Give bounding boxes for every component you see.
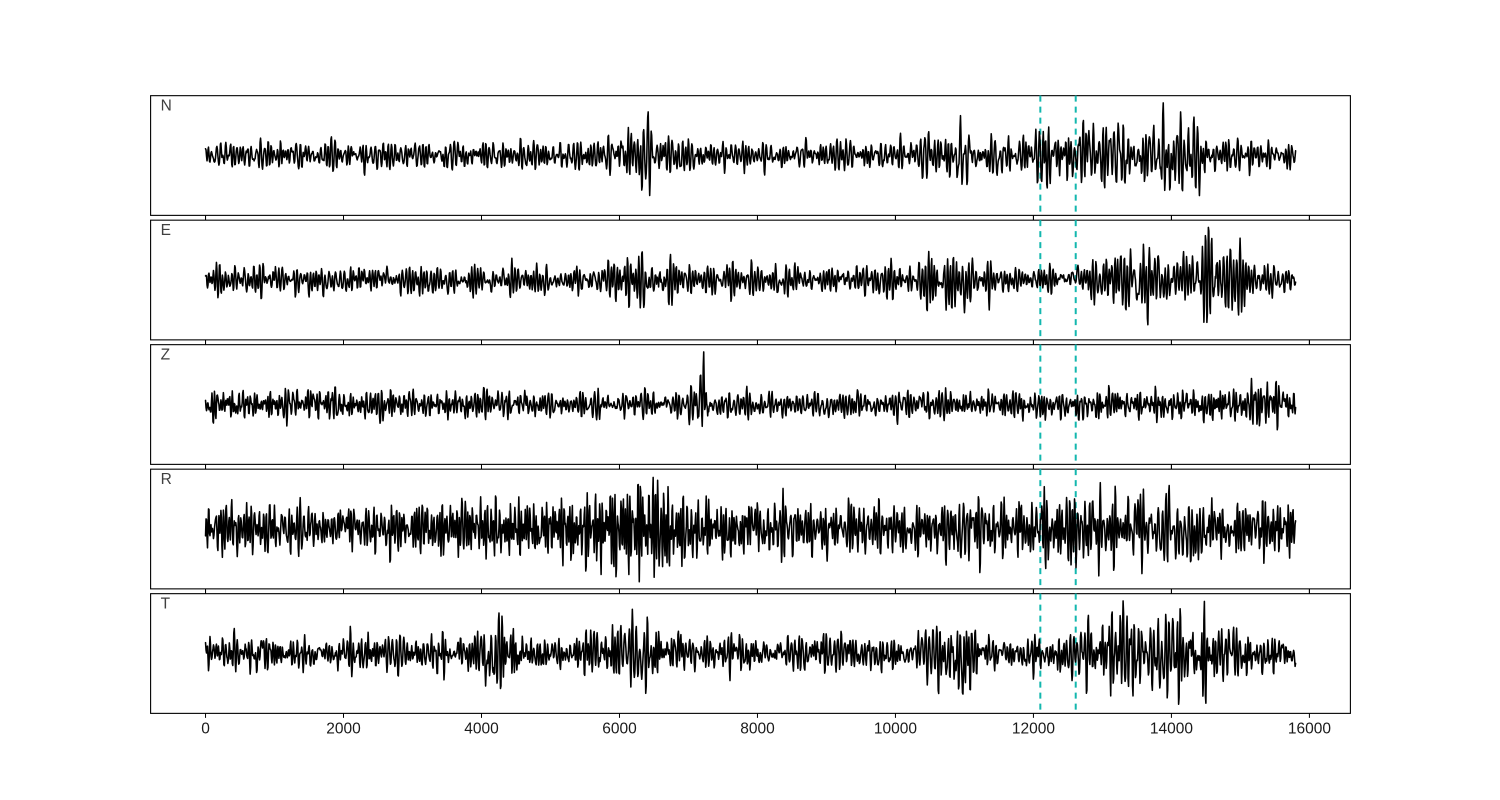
svg-text:E: E: [161, 222, 171, 239]
svg-text:6000: 6000: [602, 720, 637, 737]
svg-text:N: N: [161, 98, 172, 115]
svg-text:14000: 14000: [1150, 720, 1193, 737]
svg-text:4000: 4000: [464, 720, 499, 737]
svg-text:12000: 12000: [1012, 720, 1055, 737]
svg-text:8000: 8000: [740, 720, 775, 737]
svg-text:10000: 10000: [874, 720, 917, 737]
svg-text:2000: 2000: [326, 720, 361, 737]
svg-text:Z: Z: [161, 347, 170, 364]
svg-text:T: T: [161, 596, 171, 613]
svg-text:R: R: [161, 471, 172, 488]
svg-text:0: 0: [201, 720, 210, 737]
svg-text:16000: 16000: [1288, 720, 1331, 737]
